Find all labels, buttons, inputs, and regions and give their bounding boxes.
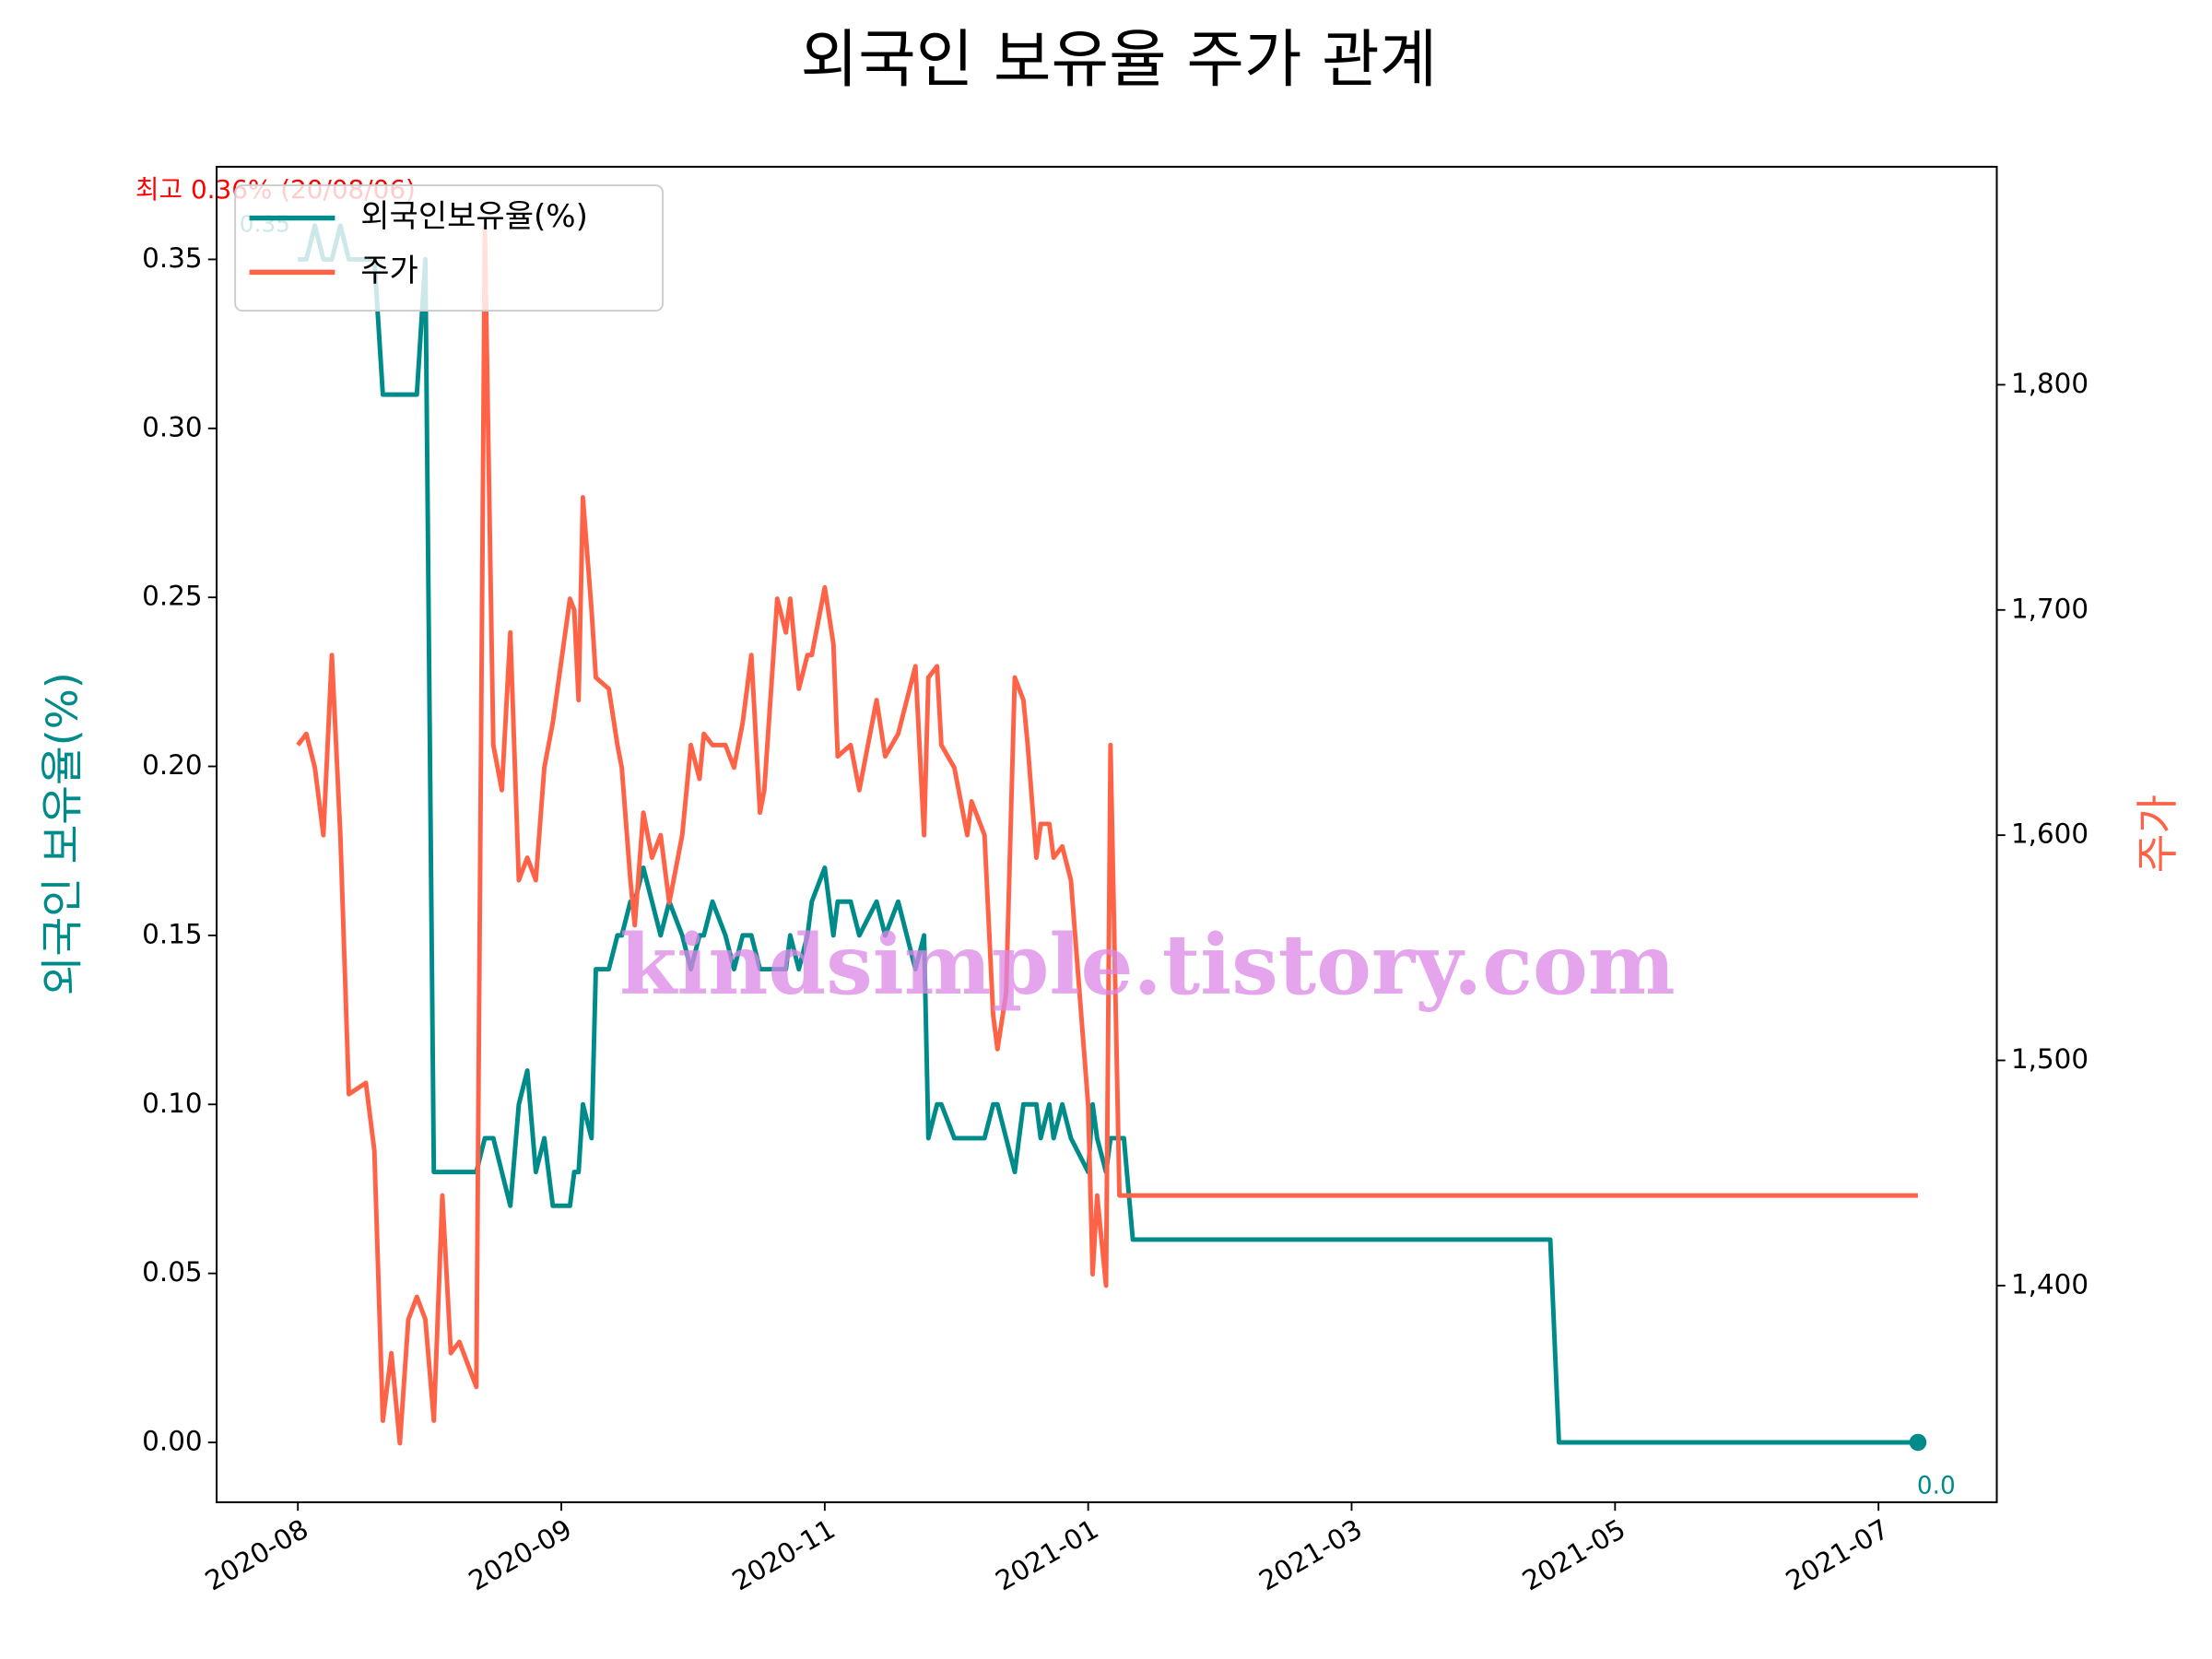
chart-title: 외국인 보유율 주가 관계 <box>801 24 1438 97</box>
y-tick-label: 0.05 <box>142 1256 202 1288</box>
y-tick-label: 0.10 <box>142 1088 202 1119</box>
y2-tick-label: 1,500 <box>2011 1043 2088 1075</box>
y-tick-label: 0.30 <box>142 411 202 442</box>
legend: 외국인보유율(%) 주가 <box>234 184 664 312</box>
y2-tick-label: 1,600 <box>2011 818 2088 850</box>
y-tick-label: 0.00 <box>142 1425 202 1456</box>
legend-label: 외국인보유율(%) <box>360 198 588 235</box>
series-line <box>296 224 1918 1446</box>
annotation: 0.0 <box>1917 1472 1956 1500</box>
series-line <box>298 223 1918 1445</box>
y2-tick-label: 1,400 <box>2011 1268 2088 1300</box>
y-tick-label: 0.20 <box>142 749 202 781</box>
y-axis-label: 외국인 보유율(%) <box>38 672 88 995</box>
y-tick-label: 0.25 <box>142 581 202 612</box>
y2-tick-label: 1,800 <box>2011 368 2088 399</box>
y-tick-label: 0.35 <box>142 242 202 274</box>
legend-label: 주가 <box>360 253 418 289</box>
watermark: kindsimple.tistory.com <box>619 917 1676 1014</box>
y2-axis-label: 주가 <box>2133 794 2183 873</box>
y2-tick-label: 1,700 <box>2011 593 2088 624</box>
end-marker <box>1909 1433 1927 1452</box>
y-tick-label: 0.15 <box>142 918 202 949</box>
legend-box <box>234 184 664 312</box>
